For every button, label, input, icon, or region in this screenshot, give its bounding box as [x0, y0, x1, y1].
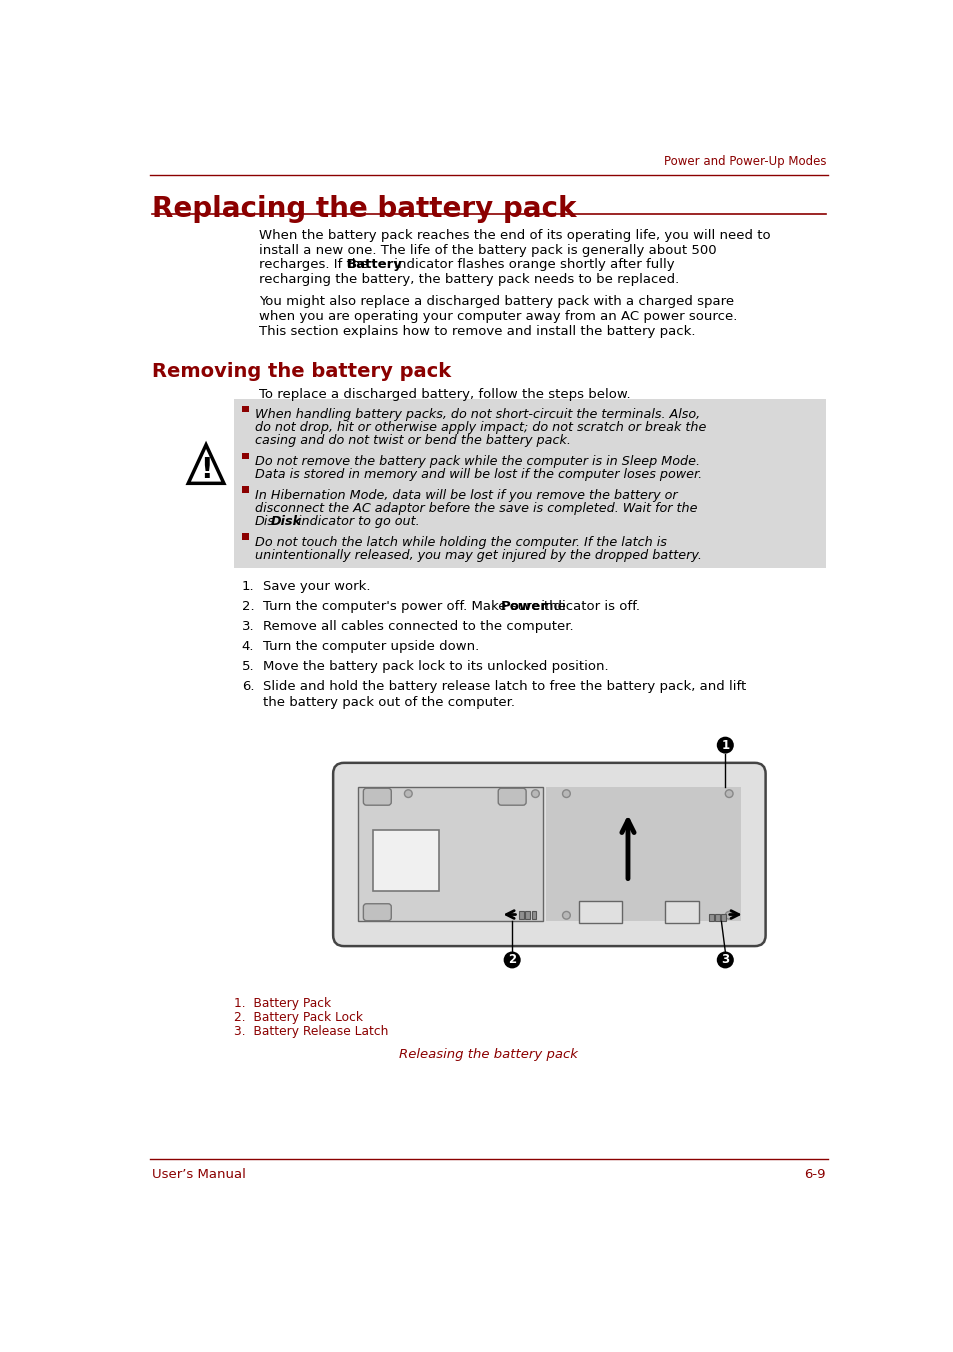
Text: To replace a discharged battery, follow the steps below.: To replace a discharged battery, follow … [258, 388, 630, 400]
Text: Remove all cables connected to the computer.: Remove all cables connected to the compu… [262, 619, 573, 633]
Text: recharges. If the: recharges. If the [258, 258, 372, 272]
Text: Battery: Battery [347, 258, 402, 272]
Text: indicator to go out.: indicator to go out. [294, 515, 419, 527]
Text: When the battery pack reaches the end of its operating life, you will need to: When the battery pack reaches the end of… [258, 230, 770, 242]
Bar [546, 787, 740, 922]
Bar [242, 406, 249, 412]
Text: 1.: 1. [241, 580, 254, 592]
Text: the battery pack out of the computer.: the battery pack out of the computer. [262, 696, 514, 708]
Text: 2.: 2. [241, 599, 254, 612]
Text: do not drop, hit or otherwise apply impact; do not scratch or break the: do not drop, hit or otherwise apply impa… [254, 420, 705, 434]
Text: Data is stored in memory and will be lost if the computer loses power.: Data is stored in memory and will be los… [254, 468, 701, 481]
Text: unintentionally released, you may get injured by the dropped battery.: unintentionally released, you may get in… [254, 549, 701, 562]
Text: Replacing the battery pack: Replacing the battery pack [152, 195, 576, 223]
Text: !: ! [199, 456, 213, 484]
Text: recharging the battery, the battery pack needs to be replaced.: recharging the battery, the battery pack… [258, 273, 679, 287]
Text: Removing the battery pack: Removing the battery pack [152, 362, 451, 381]
Text: 2: 2 [508, 953, 516, 967]
Text: Dis: Dis [254, 515, 274, 527]
Text: When handling battery packs, do not short-circuit the terminals. Also,: When handling battery packs, do not shor… [254, 408, 700, 420]
Text: 3.: 3. [241, 619, 254, 633]
Bar [708, 914, 713, 922]
Text: Do not remove the battery pack while the computer is in Sleep Mode.: Do not remove the battery pack while the… [254, 454, 700, 468]
Text: This section explains how to remove and install the battery pack.: This section explains how to remove and … [258, 324, 695, 338]
Text: indicator flashes orange shortly after fully: indicator flashes orange shortly after f… [390, 258, 674, 272]
Circle shape [531, 790, 538, 798]
FancyBboxPatch shape [363, 788, 391, 806]
FancyBboxPatch shape [497, 788, 525, 806]
Text: 1.  Battery Pack: 1. Battery Pack [233, 996, 331, 1010]
Text: Disk: Disk [270, 515, 301, 527]
Text: 4.: 4. [241, 639, 253, 653]
FancyBboxPatch shape [333, 763, 765, 946]
Text: Save your work.: Save your work. [262, 580, 370, 592]
Text: User’s Manual: User’s Manual [152, 1168, 246, 1180]
Circle shape [716, 737, 733, 753]
Bar [242, 487, 249, 493]
Polygon shape [188, 445, 224, 483]
Text: Move the battery pack lock to its unlocked position.: Move the battery pack lock to its unlock… [262, 660, 608, 673]
Bar [715, 914, 720, 922]
Bar [578, 902, 621, 923]
Bar [373, 830, 439, 891]
Text: Releasing the battery pack: Releasing the battery pack [399, 1048, 578, 1061]
Text: 6-9: 6-9 [803, 1168, 825, 1180]
Text: 1: 1 [720, 738, 729, 752]
Text: casing and do not twist or bend the battery pack.: casing and do not twist or bend the batt… [254, 434, 570, 448]
Text: Power: Power [500, 599, 547, 612]
Bar [233, 399, 825, 568]
Circle shape [716, 952, 733, 968]
Text: In Hibernation Mode, data will be lost if you remove the battery or: In Hibernation Mode, data will be lost i… [254, 488, 677, 502]
Circle shape [404, 790, 412, 798]
Text: 5.: 5. [241, 660, 254, 673]
Text: Turn the computer's power off. Make sure the: Turn the computer's power off. Make sure… [262, 599, 569, 612]
Circle shape [562, 790, 570, 798]
Bar [664, 902, 699, 923]
Bar [525, 911, 530, 919]
Text: 2.  Battery Pack Lock: 2. Battery Pack Lock [233, 1011, 362, 1023]
Bar [720, 914, 725, 922]
Text: indicator is off.: indicator is off. [537, 599, 639, 612]
Text: 3: 3 [720, 953, 729, 967]
FancyBboxPatch shape [363, 903, 391, 921]
Bar [518, 911, 523, 919]
Text: Do not touch the latch while holding the computer. If the latch is: Do not touch the latch while holding the… [254, 535, 666, 549]
Circle shape [503, 952, 520, 968]
Bar [242, 453, 249, 460]
Text: disconnect the AC adaptor before the save is completed. Wait for the: disconnect the AC adaptor before the sav… [254, 502, 697, 515]
Text: 6.: 6. [241, 680, 253, 692]
Bar [242, 534, 249, 541]
Circle shape [724, 790, 732, 798]
Text: Slide and hold the battery release latch to free the battery pack, and lift: Slide and hold the battery release latch… [262, 680, 745, 692]
Text: Turn the computer upside down.: Turn the computer upside down. [262, 639, 478, 653]
Circle shape [724, 911, 732, 919]
Text: 3.  Battery Release Latch: 3. Battery Release Latch [233, 1025, 388, 1037]
Text: install a new one. The life of the battery pack is generally about 500: install a new one. The life of the batte… [258, 243, 716, 257]
Bar [531, 911, 536, 919]
FancyBboxPatch shape [357, 787, 542, 922]
Text: when you are operating your computer away from an AC power source.: when you are operating your computer awa… [258, 310, 737, 323]
Text: You might also replace a discharged battery pack with a charged spare: You might also replace a discharged batt… [258, 296, 733, 308]
Circle shape [562, 911, 570, 919]
Text: Power and Power-Up Modes: Power and Power-Up Modes [663, 154, 825, 168]
